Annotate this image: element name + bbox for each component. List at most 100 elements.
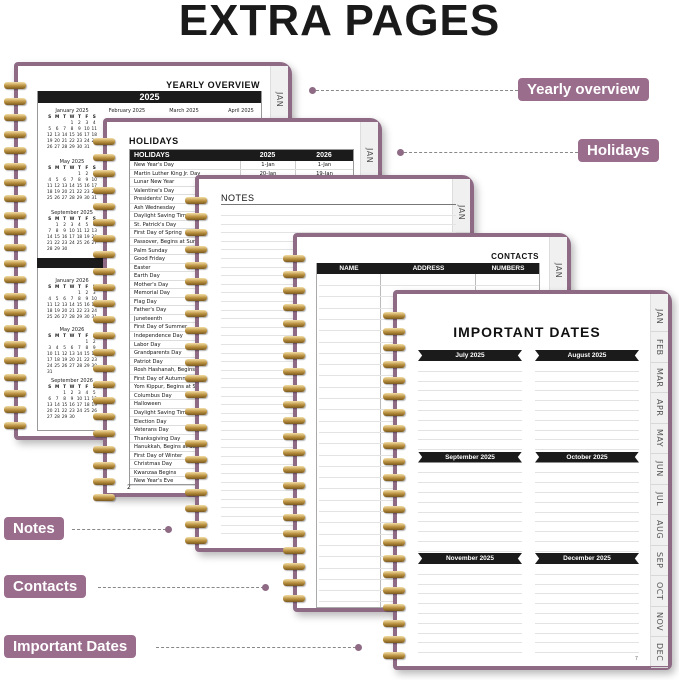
tab-sep[interactable]: SEP bbox=[651, 546, 668, 576]
tab-jan[interactable]: JAN bbox=[271, 80, 288, 120]
calendar-day: 1 bbox=[78, 172, 81, 177]
spiral-ring-icon bbox=[185, 488, 207, 496]
calendar-day: 29 bbox=[69, 145, 75, 150]
spiral-ring-icon bbox=[4, 179, 26, 187]
spiral-ring-icon bbox=[185, 229, 207, 237]
holiday-name: First Day of Winter bbox=[134, 452, 183, 459]
tab-jan[interactable]: JAN bbox=[550, 251, 567, 291]
month-title: February 2025 bbox=[108, 108, 146, 114]
ruled-line bbox=[418, 390, 522, 392]
connector-line bbox=[156, 647, 356, 648]
tab-apr[interactable]: APR bbox=[651, 394, 668, 424]
calendar-day: 27 bbox=[61, 196, 68, 201]
spiral-ring-icon bbox=[93, 478, 115, 486]
spiral-ring-icon bbox=[93, 154, 115, 162]
ruled-line bbox=[418, 439, 522, 441]
calendar-day: 28 bbox=[69, 315, 75, 320]
important-dates-page: JAN FEB MAR APR MAY JUN JUL AUG SEP OCT NOV DEC IMP… bbox=[383, 290, 672, 670]
spiral-ring-icon bbox=[383, 393, 405, 400]
spiral-ring-icon bbox=[93, 494, 115, 502]
spiral-ring-icon bbox=[185, 245, 207, 253]
calendar-day: 8 bbox=[55, 229, 59, 234]
spiral-ring-icon bbox=[283, 255, 305, 262]
holiday-name: Rosh Hashanah, Begins at Sundown bbox=[134, 367, 228, 374]
calendar-grid: SMTWTFS123456789101112131415161718192021… bbox=[46, 334, 98, 376]
tab-jan[interactable]: JAN bbox=[651, 302, 668, 332]
table-row: New Year's Day 1-Jan 1-Jan bbox=[130, 161, 353, 170]
calendar-day: 25 bbox=[84, 409, 90, 414]
spiral-ring-icon bbox=[4, 146, 26, 154]
spiral-ring-icon bbox=[4, 98, 26, 106]
calendar-day: 16 bbox=[69, 403, 75, 408]
tab-jan[interactable]: JAN bbox=[453, 193, 470, 233]
spiral-ring-icon bbox=[383, 587, 405, 595]
spiral-ring-icon bbox=[4, 163, 26, 170]
tab-jun[interactable]: JUN bbox=[651, 455, 668, 485]
calendar-day: 6 bbox=[70, 346, 74, 351]
ruled-line bbox=[418, 593, 522, 595]
calendar-day: 11 bbox=[54, 352, 60, 357]
spiral-ring-icon bbox=[283, 579, 305, 586]
calendar-grid: SMTWTFS123456789101112131415161718192021… bbox=[46, 217, 98, 253]
spiral-ring-icon bbox=[4, 292, 26, 300]
calendar-day: 29 bbox=[76, 196, 83, 201]
spiral-ring-icon bbox=[93, 445, 115, 453]
calendar-day: 18 bbox=[91, 133, 97, 138]
calendar-day: 15 bbox=[76, 303, 83, 308]
holiday-name: Lunar New Year bbox=[134, 179, 175, 186]
calendar-day: 10 bbox=[91, 178, 97, 183]
weekday-label: M bbox=[54, 217, 60, 222]
calendar-day: 5 bbox=[48, 127, 52, 132]
weekday-label: M bbox=[54, 334, 60, 339]
calendar-day: 15 bbox=[69, 133, 75, 138]
spiral-ring-icon bbox=[93, 170, 115, 178]
column-divider bbox=[380, 274, 381, 607]
mini-calendar: May 2025SMTWTFS1234567891011121314151617… bbox=[46, 159, 98, 202]
spiral-ring-icon bbox=[185, 537, 207, 545]
month-title: April 2025 bbox=[228, 108, 254, 114]
tab-label: APR bbox=[655, 399, 664, 417]
calendar-day: 18 bbox=[54, 358, 60, 363]
month-ribbon: August 2025 bbox=[535, 350, 639, 361]
calendar-day: 20 bbox=[46, 409, 53, 414]
tab-oct[interactable]: OCT bbox=[651, 577, 668, 607]
tab-nov[interactable]: NOV bbox=[651, 607, 668, 637]
tab-dec[interactable]: DEC bbox=[651, 638, 668, 668]
calendar-day: 18 bbox=[84, 403, 90, 408]
weekday-label: W bbox=[69, 115, 75, 120]
spiral-ring-icon bbox=[383, 425, 405, 433]
holiday-name: St. Patrick's Day bbox=[134, 221, 177, 228]
spiral-ring-icon bbox=[93, 235, 115, 243]
tab-jul[interactable]: JUL bbox=[651, 485, 668, 515]
weekday-label: S bbox=[48, 385, 52, 390]
spiral-ring-icon bbox=[93, 251, 115, 259]
tab-may[interactable]: MAY bbox=[651, 424, 668, 454]
ruled-line bbox=[418, 622, 522, 624]
holiday-name: Earth Day bbox=[134, 273, 160, 280]
calendar-day: 3 bbox=[78, 391, 81, 396]
tab-aug[interactable]: AUG bbox=[651, 516, 668, 546]
calendar-day: 13 bbox=[61, 303, 68, 308]
weekday-label: T bbox=[63, 385, 67, 390]
calendar-day: 17 bbox=[76, 403, 83, 408]
calendar-day: 9 bbox=[85, 297, 89, 302]
calendar-day: 31 bbox=[46, 370, 53, 375]
spiral-ring-icon bbox=[383, 506, 405, 514]
ruled-line bbox=[535, 390, 639, 392]
tab-mar[interactable]: MAR bbox=[651, 363, 668, 393]
spiral-ring-icon bbox=[283, 449, 305, 457]
calendar-day: 10 bbox=[46, 352, 53, 357]
ruled-line bbox=[535, 501, 639, 503]
spiral-ring-icon bbox=[283, 303, 305, 311]
ruled-line bbox=[221, 215, 456, 216]
spiral-ring-icon bbox=[4, 82, 26, 89]
calendar-day: 26 bbox=[61, 364, 68, 369]
tab-feb[interactable]: FEB bbox=[651, 333, 668, 363]
ruled-line bbox=[418, 449, 522, 451]
calendar-day: 16 bbox=[76, 133, 83, 138]
spiral-ring-icon bbox=[93, 300, 115, 307]
calendar-day: 13 bbox=[69, 352, 75, 357]
spiral-ring-icon bbox=[283, 336, 305, 343]
tab-jan[interactable]: JAN bbox=[361, 136, 378, 176]
spiral-ring-icon bbox=[4, 244, 26, 251]
